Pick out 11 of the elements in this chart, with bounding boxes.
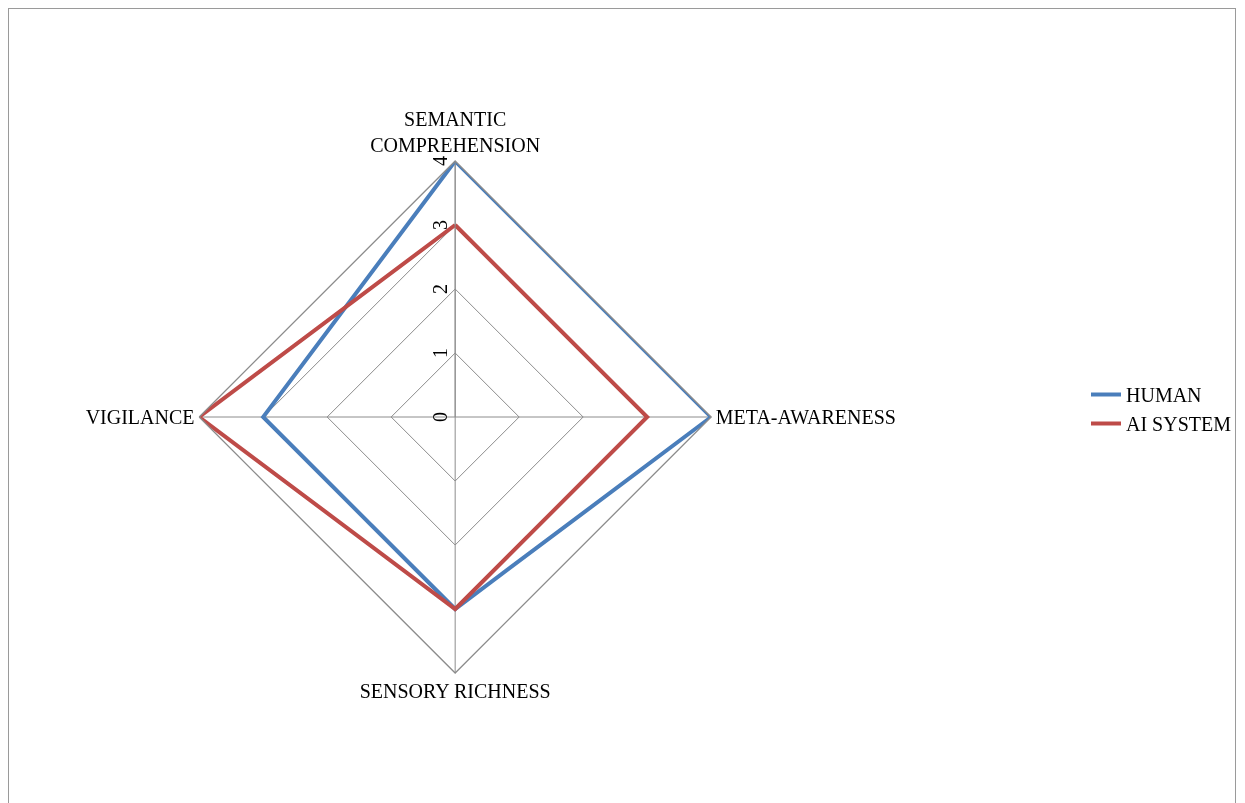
y-tick-label: 3 [428, 220, 451, 230]
spoke-label: SEMANTIC COMPREHENSION [370, 108, 541, 157]
y-tick-label: 0 [428, 412, 451, 422]
legend-label: HUMAN [1126, 384, 1202, 407]
y-tick-label: 1 [428, 348, 451, 358]
y-tick-label: 4 [428, 156, 451, 166]
spoke-label: VIGILANCE [85, 406, 195, 428]
spoke-label: SENSORY RICHNESS [359, 679, 551, 702]
spoke-label: META-AWARENESS [715, 406, 896, 428]
legend-label: AI SYSTEM [1126, 413, 1232, 436]
y-tick-label: 2 [428, 284, 451, 294]
